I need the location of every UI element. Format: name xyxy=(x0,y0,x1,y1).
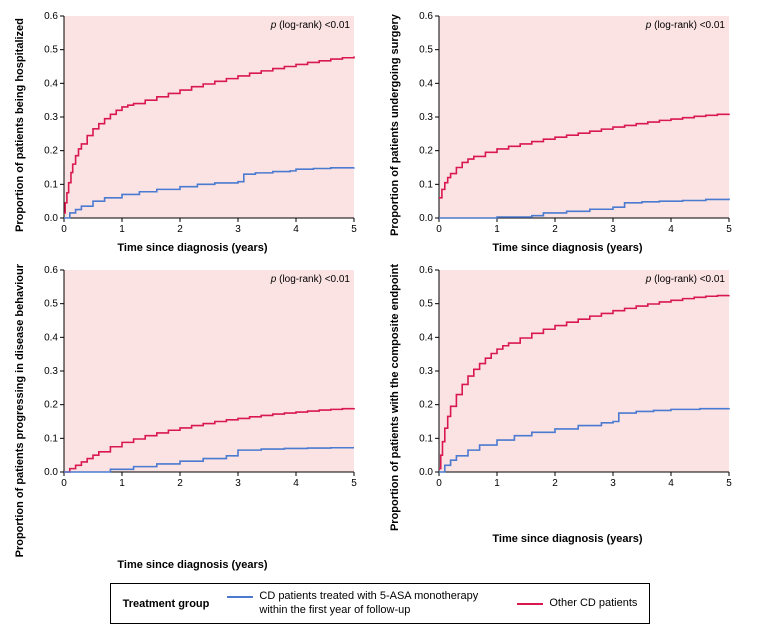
svg-text:0.0: 0.0 xyxy=(419,467,433,478)
svg-text:0.5: 0.5 xyxy=(44,299,58,310)
svg-text:0.5: 0.5 xyxy=(419,299,433,310)
svg-text:1: 1 xyxy=(119,224,125,235)
svg-text:5: 5 xyxy=(726,478,732,489)
p-value-annotation: p (log-rank) <0.01 xyxy=(270,20,351,31)
xlabel: Time since diagnosis (years) xyxy=(385,533,750,545)
plot-hospitalized: 0.0 0.1 0.2 0.3 0.4 0.5 0.6 0 1 2 3 4 5 p (log-rank) … xyxy=(30,10,375,240)
plot-surgery: 0.0 0.1 0.2 0.3 0.4 0.5 0.6 0 1 2 3 4 5 p (log-rank) … xyxy=(405,10,750,240)
svg-text:2: 2 xyxy=(177,224,183,235)
svg-text:1: 1 xyxy=(494,478,500,489)
legend-item-asa: CD patients treated with 5-ASA monothera… xyxy=(227,590,499,616)
legend-item-other: Other CD patients xyxy=(517,597,637,610)
ylabel-hospitalized: Proportion of patients being hospitalize… xyxy=(10,10,30,240)
svg-text:0.0: 0.0 xyxy=(44,467,58,478)
svg-text:0: 0 xyxy=(61,478,67,489)
chart-grid: Proportion of patients being hospitalize… xyxy=(10,10,750,571)
svg-text:0.6: 0.6 xyxy=(44,11,58,22)
svg-text:5: 5 xyxy=(351,478,357,489)
svg-text:0.1: 0.1 xyxy=(44,179,58,190)
svg-text:2: 2 xyxy=(552,224,558,235)
svg-text:3: 3 xyxy=(610,478,616,489)
plot-composite: 0.0 0.1 0.2 0.3 0.4 0.5 0.6 0 1 2 3 4 5 p (log-rank) … xyxy=(405,264,750,531)
svg-text:4: 4 xyxy=(293,224,299,235)
xlabel: Time since diagnosis (years) xyxy=(10,559,375,571)
svg-text:0.1: 0.1 xyxy=(44,433,58,444)
svg-text:0.0: 0.0 xyxy=(419,213,433,224)
svg-text:4: 4 xyxy=(668,224,674,235)
svg-text:0.2: 0.2 xyxy=(44,400,58,411)
svg-text:0.4: 0.4 xyxy=(419,78,433,89)
svg-text:4: 4 xyxy=(293,478,299,489)
panel-composite: Proportion of patients with the composit… xyxy=(385,264,750,571)
legend-swatch-other xyxy=(517,603,543,605)
svg-text:0: 0 xyxy=(436,224,442,235)
svg-text:0.4: 0.4 xyxy=(44,332,58,343)
svg-text:0.5: 0.5 xyxy=(419,45,433,56)
svg-text:0.2: 0.2 xyxy=(419,146,433,157)
svg-text:0.4: 0.4 xyxy=(419,332,433,343)
svg-text:3: 3 xyxy=(235,478,241,489)
panel-progression: Proportion of patients progressing in di… xyxy=(10,264,375,571)
panel-surgery: Proportion of patients undergoing surger… xyxy=(385,10,750,254)
svg-text:2: 2 xyxy=(177,478,183,489)
panel-hospitalized: Proportion of patients being hospitalize… xyxy=(10,10,375,254)
svg-text:0.3: 0.3 xyxy=(419,366,433,377)
legend-label-asa: CD patients treated with 5-ASA monothera… xyxy=(259,590,499,616)
svg-text:1: 1 xyxy=(494,224,500,235)
p-value-annotation: p (log-rank) <0.01 xyxy=(645,274,726,285)
xlabel: Time since diagnosis (years) xyxy=(385,242,750,254)
legend: Treatment group CD patients treated with… xyxy=(110,583,651,623)
p-value-annotation: p (log-rank) <0.01 xyxy=(645,20,726,31)
ylabel-composite: Proportion of patients with the composit… xyxy=(385,264,405,531)
svg-text:2: 2 xyxy=(552,478,558,489)
xlabel: Time since diagnosis (years) xyxy=(10,242,375,254)
svg-text:5: 5 xyxy=(351,224,357,235)
svg-text:0.0: 0.0 xyxy=(44,213,58,224)
svg-text:0.2: 0.2 xyxy=(44,146,58,157)
svg-text:0.3: 0.3 xyxy=(44,366,58,377)
legend-title: Treatment group xyxy=(123,598,210,610)
legend-swatch-asa xyxy=(227,596,253,598)
legend-label-other: Other CD patients xyxy=(549,597,637,610)
svg-text:4: 4 xyxy=(668,478,674,489)
svg-text:0.2: 0.2 xyxy=(419,400,433,411)
ylabel-progression: Proportion of patients progressing in di… xyxy=(10,264,30,557)
ylabel-surgery: Proportion of patients undergoing surger… xyxy=(385,10,405,240)
svg-text:5: 5 xyxy=(726,224,732,235)
svg-text:0.6: 0.6 xyxy=(44,265,58,276)
svg-text:3: 3 xyxy=(235,224,241,235)
svg-text:0: 0 xyxy=(61,224,67,235)
svg-text:0.3: 0.3 xyxy=(419,112,433,123)
p-value-annotation: p (log-rank) <0.01 xyxy=(270,274,351,285)
svg-text:1: 1 xyxy=(119,478,125,489)
svg-text:0.1: 0.1 xyxy=(419,179,433,190)
svg-text:0.1: 0.1 xyxy=(419,433,433,444)
plot-progression: 0.0 0.1 0.2 0.3 0.4 0.5 0.6 0 1 2 3 4 5 p (log-rank) … xyxy=(30,264,375,557)
svg-text:0.6: 0.6 xyxy=(419,265,433,276)
svg-text:3: 3 xyxy=(610,224,616,235)
svg-text:0: 0 xyxy=(436,478,442,489)
svg-text:0.5: 0.5 xyxy=(44,45,58,56)
svg-text:0.6: 0.6 xyxy=(419,11,433,22)
svg-text:0.4: 0.4 xyxy=(44,78,58,89)
svg-text:0.3: 0.3 xyxy=(44,112,58,123)
